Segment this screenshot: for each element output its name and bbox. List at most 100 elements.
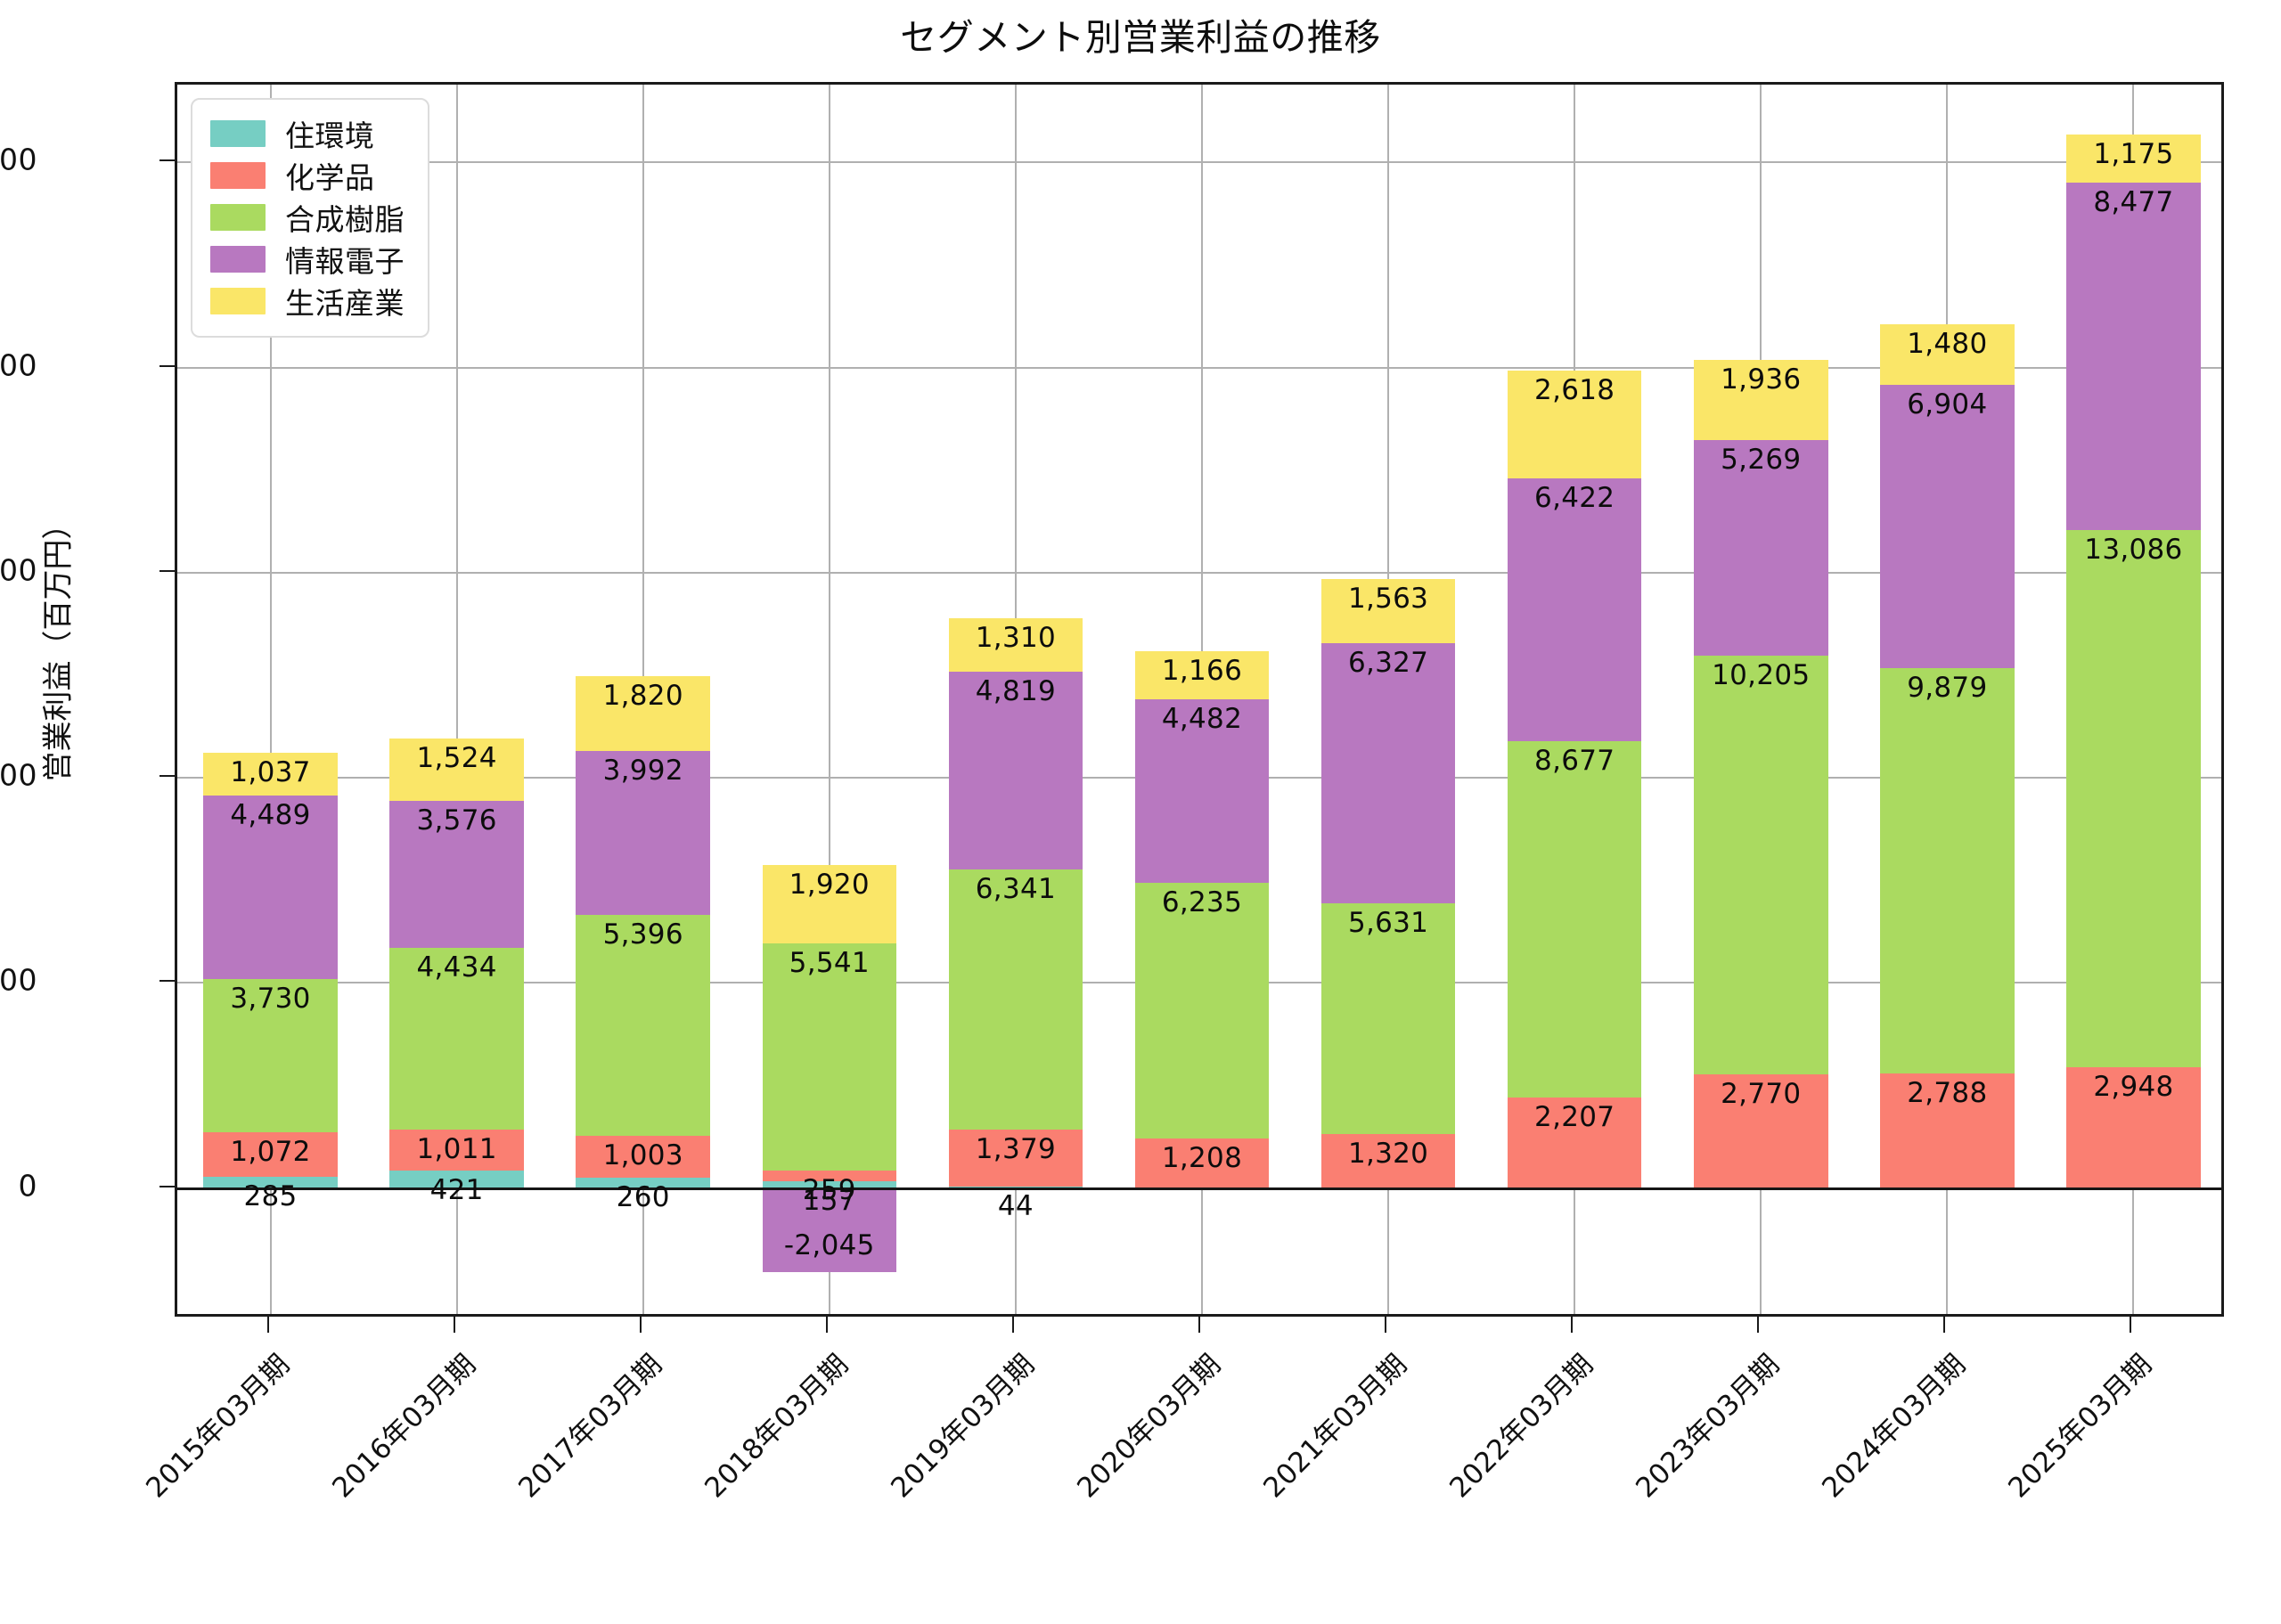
gridline-vertical (455, 85, 458, 1314)
legend-label: 情報電子 (285, 243, 405, 279)
bar-segment-4[interactable] (1320, 579, 1456, 644)
legend-item-4[interactable]: 生活産業 (210, 280, 405, 322)
gridline-horizontal (177, 571, 2221, 574)
y-axis-tick-label: 25,000 (0, 142, 37, 177)
bar-group[interactable]: 2,948 13,086 8,477 1,175 (2066, 85, 2201, 1319)
bar-segment-0[interactable] (948, 1186, 1083, 1188)
x-axis-tick-mark (639, 1317, 642, 1333)
bar-group[interactable]: 2,207 8,677 6,422 2,618 (1507, 85, 1642, 1319)
legend-swatch-icon (210, 161, 266, 189)
bar-segment-2[interactable] (1320, 902, 1456, 1134)
bar-segment-2[interactable] (1507, 741, 1642, 1098)
y-axis-tick-label: 0 (18, 1168, 37, 1204)
bar-segment-3[interactable] (1880, 385, 2015, 669)
legend-label: 化学品 (285, 159, 375, 195)
bar-segment-0[interactable] (576, 1177, 710, 1188)
bar-segment-3[interactable] (203, 795, 338, 980)
gridline-horizontal (177, 366, 2221, 369)
legend-swatch-icon (210, 119, 266, 147)
bar-segment-4[interactable] (1880, 324, 2015, 386)
bar-segment-4[interactable] (389, 738, 524, 801)
x-axis-tick-mark (1011, 1317, 1014, 1333)
bar-group[interactable]: 1,208 6,235 4,482 1,166 (1134, 85, 1270, 1319)
bar-segment-1[interactable] (762, 1171, 897, 1182)
y-axis-tick-mark (159, 775, 175, 778)
legend-label: 合成樹脂 (285, 201, 405, 237)
bar-segment-2[interactable] (576, 915, 710, 1137)
bar-segment-2[interactable] (1694, 656, 1828, 1075)
legend-item-1[interactable]: 化学品 (210, 154, 405, 196)
y-axis-tick-mark (159, 980, 175, 983)
bar-segment-1[interactable] (2066, 1066, 2201, 1188)
legend-item-2[interactable]: 合成樹脂 (210, 196, 405, 238)
bar-segment-1[interactable] (389, 1129, 524, 1171)
bar-group[interactable]: 44 1,379 6,341 4,819 1,310 (948, 85, 1083, 1319)
bar-value-label: 44 (997, 1189, 1034, 1222)
x-axis-tick-mark (1571, 1317, 1574, 1333)
x-axis-tick-mark (1943, 1317, 1946, 1333)
bar-segment-1[interactable] (1880, 1073, 2015, 1188)
y-axis-tick-mark (159, 364, 175, 367)
bar-segment-3[interactable] (948, 672, 1083, 870)
bar-segment-1[interactable] (576, 1136, 710, 1178)
bar-group[interactable]: 260 1,003 5,396 3,992 1,820 (576, 85, 710, 1319)
bar-group[interactable]: 2,788 9,879 6,904 1,480 (1880, 85, 2015, 1319)
legend-item-0[interactable]: 住環境 (210, 112, 405, 154)
x-axis-tick-mark (2130, 1317, 2132, 1333)
bar-segment-3[interactable] (1694, 439, 1828, 657)
x-axis-tick-mark (1757, 1317, 1760, 1333)
y-axis-tick-label: 15,000 (0, 552, 37, 588)
bar-segment-4[interactable] (948, 617, 1083, 673)
bar-segment-4[interactable] (576, 676, 710, 752)
bar-segment-2[interactable] (203, 979, 338, 1133)
bar-segment-1[interactable] (948, 1130, 1083, 1187)
bar-segment-3[interactable] (389, 800, 524, 948)
bar-segment-2[interactable] (948, 869, 1083, 1130)
bar-segment-2[interactable] (1880, 668, 2015, 1074)
bar-group[interactable]: 157 259 5,541 -2,045 1,920 (762, 85, 897, 1319)
bar-group[interactable]: 1,320 5,631 6,327 1,563 (1320, 85, 1456, 1319)
bar-group[interactable]: 2,770 10,205 5,269 1,936 (1694, 85, 1828, 1319)
bar-segment-4[interactable] (203, 752, 338, 796)
bar-segment-0[interactable] (203, 1176, 338, 1188)
legend-item-3[interactable]: 情報電子 (210, 238, 405, 280)
bar-segment-3[interactable] (1320, 643, 1456, 903)
bar-segment-3[interactable] (762, 1187, 897, 1272)
legend-swatch-icon (210, 287, 266, 314)
bar-segment-2[interactable] (1134, 882, 1270, 1139)
y-axis-tick-label: 5,000 (0, 962, 37, 998)
bar-segment-3[interactable] (1507, 477, 1642, 742)
bar-segment-1[interactable] (1320, 1133, 1456, 1188)
bar-segment-3[interactable] (2066, 183, 2201, 531)
bar-segment-1[interactable] (203, 1132, 338, 1177)
bar-segment-4[interactable] (1134, 650, 1270, 699)
legend: 住環境化学品合成樹脂情報電子生活産業 (191, 98, 429, 338)
bar-segment-3[interactable] (1134, 698, 1270, 883)
bar-segment-1[interactable] (1694, 1074, 1828, 1188)
bar-segment-2[interactable] (2066, 530, 2201, 1067)
x-axis-tick-mark (1198, 1317, 1200, 1333)
bar-segment-4[interactable] (1507, 371, 1642, 478)
zero-axis-line (177, 1187, 2221, 1190)
bar-segment-4[interactable] (762, 864, 897, 944)
page-title: セグメント別営業利益の推移 (900, 16, 1381, 59)
bar-segment-4[interactable] (1694, 360, 1828, 440)
y-axis-tick-mark (159, 569, 175, 572)
bar-segment-2[interactable] (389, 947, 524, 1130)
x-axis-tick-mark (453, 1317, 455, 1333)
x-axis-tick-mark (1385, 1317, 1387, 1333)
bar-segment-2[interactable] (762, 943, 897, 1171)
y-axis-tick-label: 10,000 (0, 757, 37, 793)
legend-label: 生活産業 (285, 285, 405, 321)
bar-segment-1[interactable] (1134, 1138, 1270, 1188)
gridline-vertical (269, 85, 272, 1314)
legend-swatch-icon (210, 203, 266, 231)
gridline-vertical (828, 85, 830, 1314)
bar-segment-0[interactable] (762, 1181, 897, 1188)
bar-segment-0[interactable] (389, 1171, 524, 1188)
legend-label: 住環境 (285, 118, 375, 153)
bar-segment-3[interactable] (576, 751, 710, 916)
x-axis-tick-mark (266, 1317, 269, 1333)
bar-segment-4[interactable] (2066, 134, 2201, 183)
bar-segment-1[interactable] (1507, 1098, 1642, 1188)
